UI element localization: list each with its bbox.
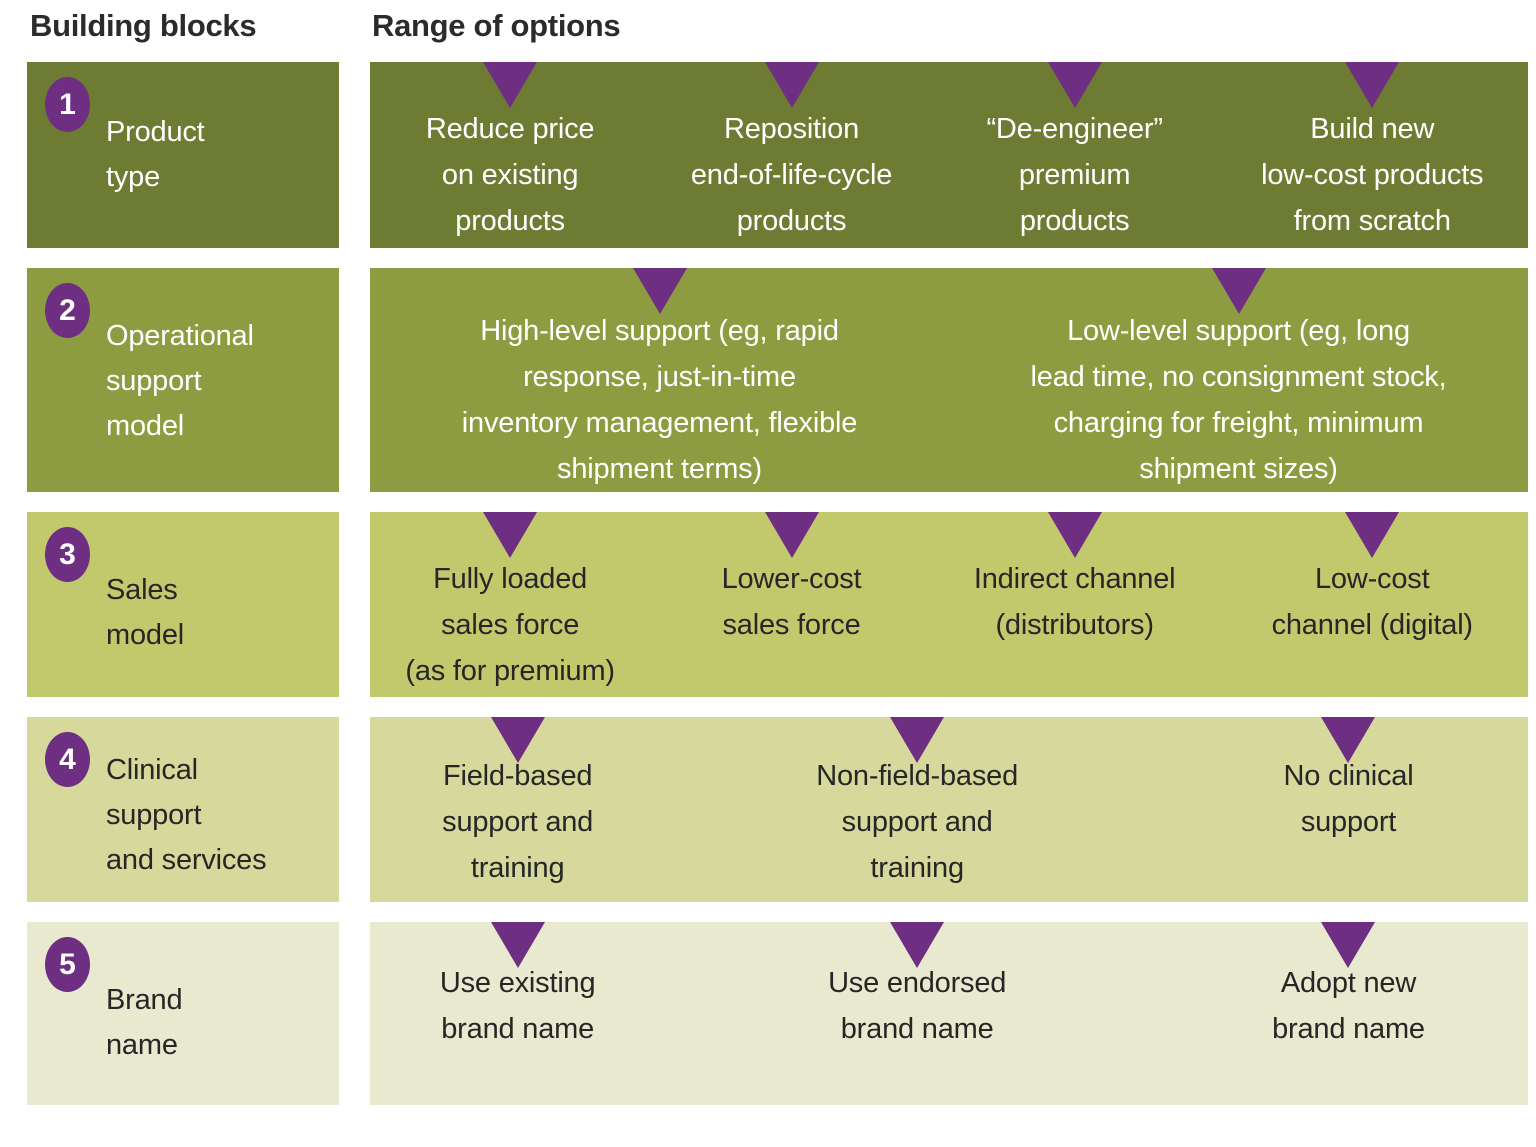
range-of-options-header: Range of options [372,8,621,43]
option-cell: Field-based support and training [370,717,665,902]
option-label: Adopt new brand name [1272,967,1425,1045]
badge-number: 1 [59,87,76,121]
block-title: Operational support model [106,320,254,442]
option-cell: High-level support (eg, rapid response, … [370,268,949,492]
option-label: Lower-cost sales force [721,563,862,641]
arrow-down-icon [890,922,945,968]
arrow-down-icon [483,512,538,558]
option-cell: Non-field-based support and training [665,717,1169,902]
option-cell: Use existing brand name [370,922,665,1105]
building-block-brand-name: 5 Brand name [27,922,339,1105]
number-badge: 4 [45,732,90,787]
arrow-down-icon [1047,62,1102,108]
option-label: Non-field-based support and training [816,760,1018,884]
option-cell: Adopt new brand name [1169,922,1528,1105]
badge-number: 2 [59,293,76,327]
block-title: Brand name [106,984,183,1061]
arrow-down-icon [1047,512,1102,558]
option-label: Low-level support (eg, long lead time, n… [1030,315,1447,485]
row-clinical-support: 4 Clinical support and services Field-ba… [27,717,1528,902]
option-cell: Reposition end-of-life-cycle products [650,62,933,248]
option-cell: Lower-cost sales force [650,512,933,697]
arrow-down-icon [1321,717,1376,763]
row-brand-name: 5 Brand name Use existing brand name Use… [27,922,1528,1105]
number-badge: 5 [45,937,90,992]
row-operational-support-model: 2 Operational support model High-level s… [27,268,1528,492]
arrow-down-icon [1345,62,1400,108]
arrow-down-icon [483,62,538,108]
arrow-down-icon [1345,512,1400,558]
option-label: Fully loaded sales force (as for premium… [405,563,615,687]
option-label: High-level support (eg, rapid response, … [461,315,858,485]
building-block-sales-model: 3 Sales model [27,512,339,697]
arrow-down-icon [490,717,545,763]
option-cell: Use endorsed brand name [665,922,1169,1105]
row-product-type: 1 Product type Reduce price on existing … [27,62,1528,248]
option-cell: Indirect channel (distributors) [933,512,1217,697]
option-cell: Low-level support (eg, long lead time, n… [949,268,1528,492]
option-cell: Reduce price on existing products [370,62,650,248]
column-headers: Building blocks Range of options [0,8,1536,50]
block-title: Sales model [106,574,184,651]
options-sales-model: Fully loaded sales force (as for premium… [370,512,1528,697]
option-label: Low-cost channel (digital) [1271,563,1474,641]
arrow-down-icon [1321,922,1376,968]
options-operational-support: High-level support (eg, rapid response, … [370,268,1528,492]
number-badge: 3 [45,527,90,582]
row-sales-model: 3 Sales model Fully loaded sales force (… [27,512,1528,697]
option-cell: Fully loaded sales force (as for premium… [370,512,650,697]
badge-number: 3 [59,537,76,571]
block-title: Clinical support and services [106,754,267,876]
option-cell: “De-engineer” premium products [933,62,1217,248]
building-blocks-header: Building blocks [30,8,257,43]
option-label: No clinical support [1283,760,1414,838]
options-clinical-support: Field-based support and training Non-fie… [370,717,1528,902]
option-label: Use endorsed brand name [828,967,1007,1045]
option-label: “De-engineer” premium products [986,113,1163,237]
arrow-down-icon [890,717,945,763]
building-block-clinical-support: 4 Clinical support and services [27,717,339,902]
arrow-down-icon [632,268,687,314]
options-brand-name: Use existing brand name Use endorsed bra… [370,922,1528,1105]
arrow-down-icon [490,922,545,968]
badge-number: 4 [59,742,76,776]
arrow-down-icon [764,512,819,558]
option-label: Indirect channel (distributors) [973,563,1176,641]
building-block-operational-support: 2 Operational support model [27,268,339,492]
option-label: Reposition end-of-life-cycle products [690,113,893,237]
option-cell: Low-cost channel (digital) [1216,512,1528,697]
option-label: Use existing brand name [439,967,596,1045]
badge-number: 5 [59,947,76,981]
block-title: Product type [106,116,205,193]
option-cell: No clinical support [1169,717,1528,902]
number-badge: 1 [45,77,90,132]
options-product-type: Reduce price on existing products Reposi… [370,62,1528,248]
option-label: Build new low-cost products from scratch [1261,113,1484,237]
number-badge: 2 [45,283,90,338]
option-cell: Build new low-cost products from scratch [1216,62,1528,248]
option-label: Field-based support and training [442,760,594,884]
option-label: Reduce price on existing products [425,113,595,237]
building-block-product-type: 1 Product type [27,62,339,248]
arrow-down-icon [764,62,819,108]
arrow-down-icon [1211,268,1266,314]
